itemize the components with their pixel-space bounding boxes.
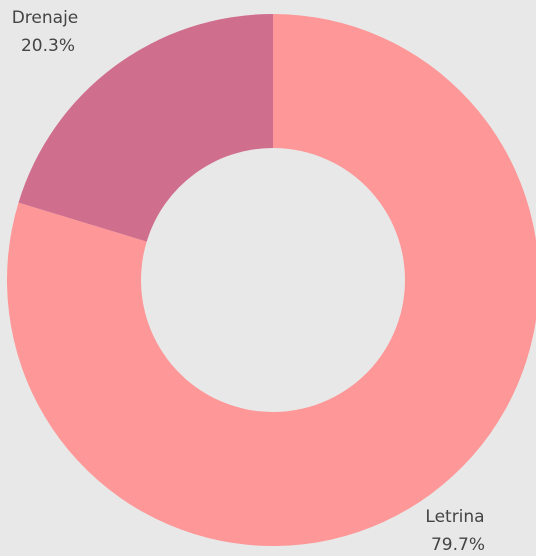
donut-slice [7,14,536,546]
donut-slice [18,14,274,242]
slice-label: Drenaje [12,8,79,28]
slice-label: Letrina [425,507,484,527]
slice-value-label: 20.3% [21,36,75,56]
slice-value-label: 79.7% [431,535,485,555]
